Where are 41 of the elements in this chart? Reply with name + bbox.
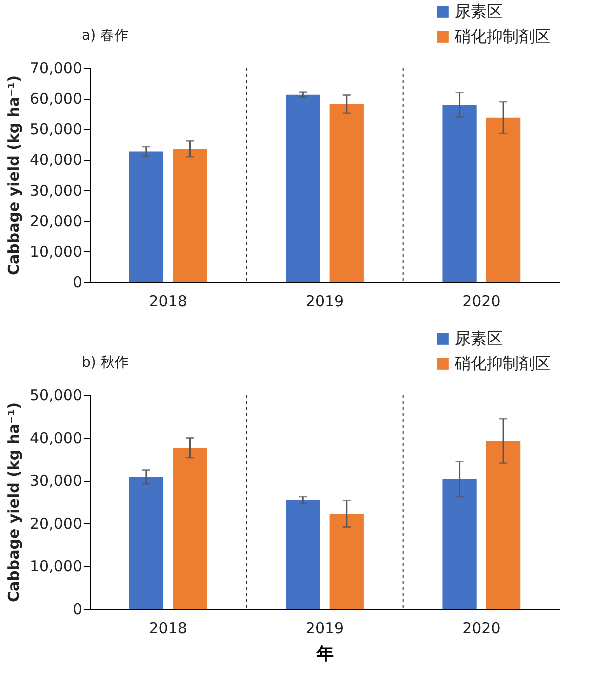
y-tick-label: 30,000 — [30, 472, 82, 490]
bar — [486, 441, 521, 609]
y-tick-label: 10,000 — [30, 242, 82, 261]
x-tick-label: 2018 — [149, 620, 188, 638]
bar — [286, 94, 320, 282]
y-tick-label: 0 — [72, 274, 82, 292]
legend-label: 尿素区 — [455, 329, 503, 348]
x-axis-title: 年 — [316, 644, 334, 664]
y-tick-label: 10,000 — [30, 558, 82, 576]
y-axis-title: Cabbage yield (kg ha⁻¹) — [5, 402, 24, 602]
bar — [330, 104, 364, 282]
x-tick-label: 2019 — [306, 620, 344, 638]
bar — [330, 514, 364, 609]
y-tick-label: 40,000 — [30, 429, 82, 448]
bar — [486, 118, 521, 282]
bar — [129, 477, 164, 609]
y-tick-label: 30,000 — [30, 182, 82, 200]
bar — [173, 448, 208, 609]
y-tick-label: 40,000 — [30, 151, 82, 170]
x-tick-label: 2020 — [462, 292, 501, 310]
y-tick-label: 50,000 — [30, 120, 82, 139]
x-tick-label: 2018 — [149, 292, 188, 310]
y-tick-label: 50,000 — [30, 386, 82, 404]
y-tick-label: 0 — [72, 600, 82, 618]
bar — [442, 479, 477, 609]
y-axis-title: Cabbage yield (kg ha⁻¹) — [5, 76, 24, 276]
x-tick-label: 2020 — [462, 620, 501, 638]
y-tick-label: 60,000 — [30, 90, 82, 108]
bar — [129, 152, 164, 282]
chart-title: b) 秋作 — [82, 355, 129, 371]
legend-label: 硝化抑制剤区 — [454, 27, 551, 46]
x-tick-label: 2019 — [306, 292, 344, 310]
bar — [173, 149, 208, 282]
legend-label: 尿素区 — [455, 2, 503, 21]
y-tick-label: 20,000 — [30, 212, 82, 230]
y-tick-label: 20,000 — [30, 514, 82, 533]
bar — [286, 500, 320, 609]
legend-label: 硝化抑制剤区 — [454, 354, 551, 373]
chart-title: a) 春作 — [82, 28, 128, 44]
bar — [442, 104, 477, 282]
y-tick-label: 70,000 — [30, 60, 82, 78]
